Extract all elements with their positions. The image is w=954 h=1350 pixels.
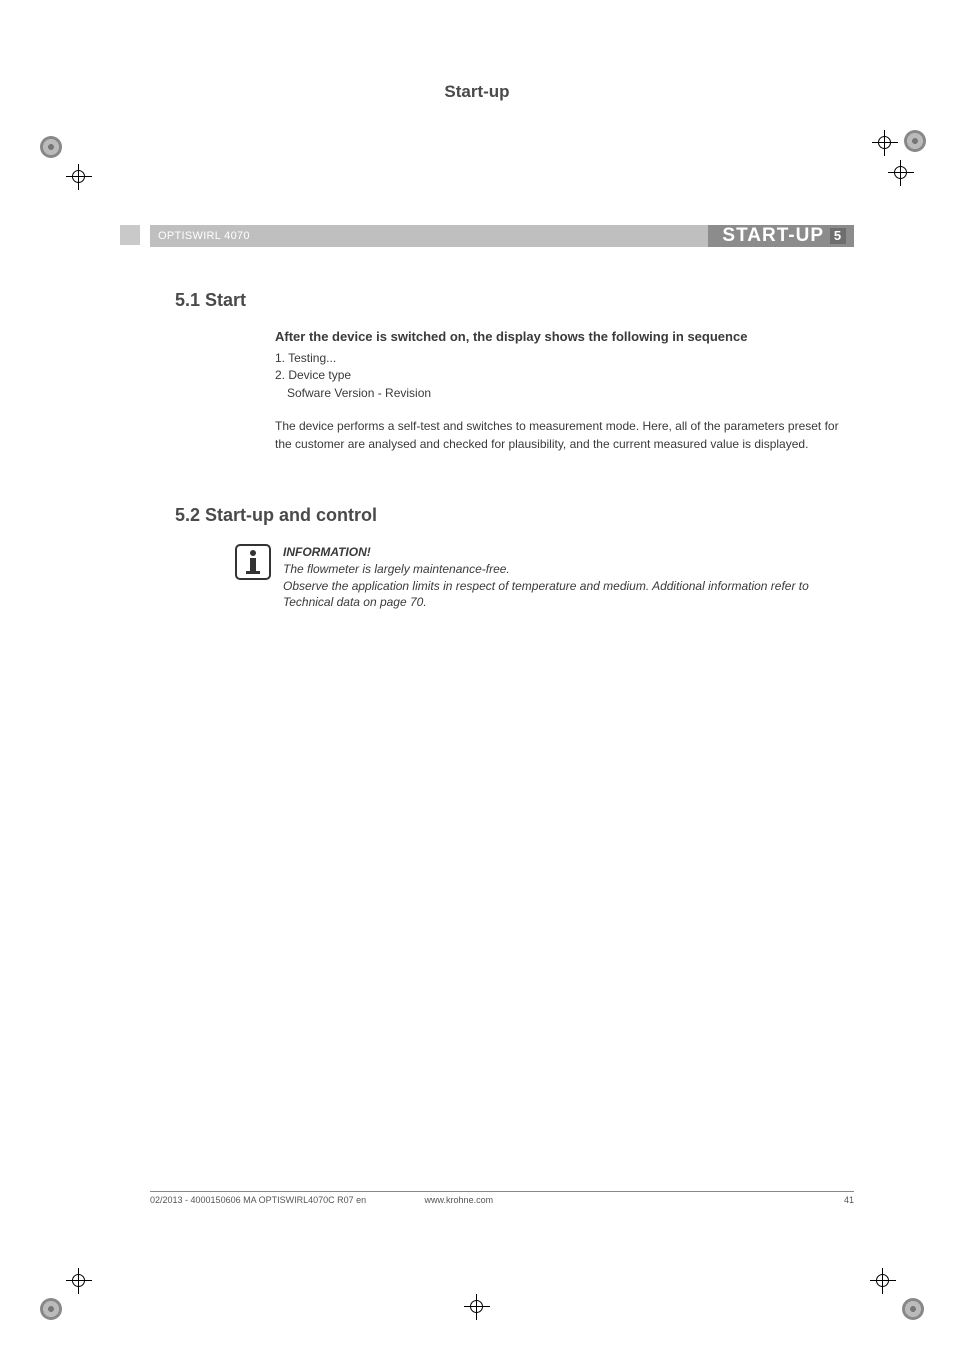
crop-mark-top-left (40, 130, 100, 190)
header-section: START-UP 5 (708, 225, 854, 247)
section2: 5.2 Start-up and control INFORMATION! Th… (175, 505, 844, 611)
crop-mark-top-right (854, 130, 914, 190)
footer-doc-id: 02/2013 - 4000150606 MA OPTISWIRL4070C R… (150, 1195, 425, 1205)
header-section-label: START-UP (722, 225, 824, 247)
information-line2: Observe the application limits in respec… (283, 578, 844, 612)
information-block: INFORMATION! The flowmeter is largely ma… (235, 544, 844, 611)
footer-page-number: 41 (824, 1195, 854, 1205)
chapter-title: Start-up (0, 82, 954, 102)
page-marker-square (120, 225, 140, 245)
crop-mark-bottom-left (40, 1260, 100, 1320)
information-label: INFORMATION! (283, 544, 844, 561)
information-icon (235, 544, 271, 580)
information-text: INFORMATION! The flowmeter is largely ma… (283, 544, 844, 611)
section1-item2: 2. Device type (275, 367, 844, 384)
page-content: 5.1 Start After the device is switched o… (175, 290, 844, 611)
section-heading-start: 5.1 Start (175, 290, 844, 311)
section1-intro: After the device is switched on, the dis… (275, 329, 844, 344)
section1-item2-sub: Sofware Version - Revision (287, 385, 844, 402)
crop-mark-bottom-right (854, 1260, 914, 1320)
header-chapter-number: 5 (830, 228, 846, 244)
footer-url: www.krohne.com (425, 1195, 824, 1205)
section1-body: After the device is switched on, the dis… (275, 329, 844, 453)
page-footer: 02/2013 - 4000150606 MA OPTISWIRL4070C R… (150, 1191, 854, 1205)
section1-paragraph: The device performs a self-test and swit… (275, 418, 844, 453)
crop-mark-bottom-center (447, 1260, 507, 1320)
header-bar: OPTISWIRL 4070 START-UP 5 (150, 225, 854, 247)
header-product: OPTISWIRL 4070 (150, 225, 708, 247)
section-heading-startup-control: 5.2 Start-up and control (175, 505, 844, 526)
information-line1: The flowmeter is largely maintenance-fre… (283, 561, 844, 578)
section1-item1: 1. Testing... (275, 350, 844, 367)
